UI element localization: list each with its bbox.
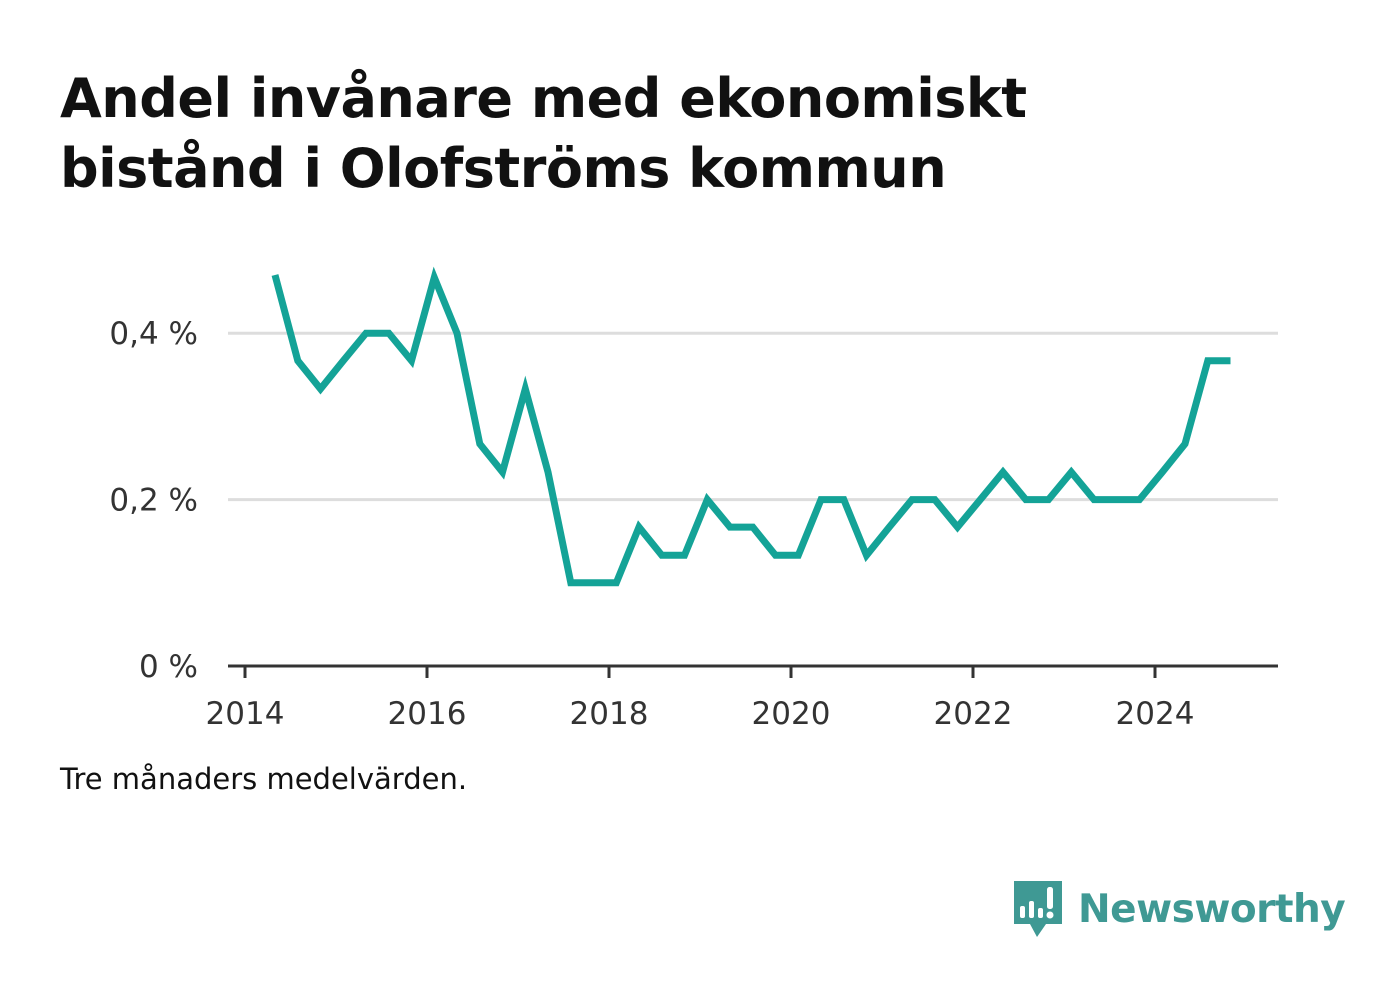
gridlines bbox=[228, 331, 1278, 502]
series-line bbox=[271, 266, 1231, 587]
y-tick-label: 0,2 % bbox=[109, 483, 198, 519]
chart-title: Andel invånare med ekonomiskt bistånd i … bbox=[60, 67, 1027, 200]
brand-logo: Newsworthy bbox=[1010, 878, 1346, 940]
x-tick-label: 2024 bbox=[1116, 696, 1195, 732]
x-tick-label: 2020 bbox=[752, 696, 831, 732]
axes: 0 % 0,2 % 0,4 % 2014 2016 2018 2020 2022 2024 bbox=[109, 316, 1278, 732]
x-tick-label: 2018 bbox=[570, 696, 649, 732]
chart-note: Tre månaders medelvärden. bbox=[60, 762, 468, 796]
x-tick-label: 2022 bbox=[934, 696, 1013, 732]
y-tick-label: 0 % bbox=[139, 649, 198, 685]
brand-name: Newsworthy bbox=[1078, 886, 1346, 932]
newsworthy-logo-icon bbox=[1014, 881, 1062, 937]
y-tick-label: 0,4 % bbox=[109, 316, 198, 352]
x-tick-label: 2014 bbox=[206, 696, 285, 732]
x-tick-label: 2016 bbox=[388, 696, 467, 732]
series-layer bbox=[271, 266, 1231, 587]
